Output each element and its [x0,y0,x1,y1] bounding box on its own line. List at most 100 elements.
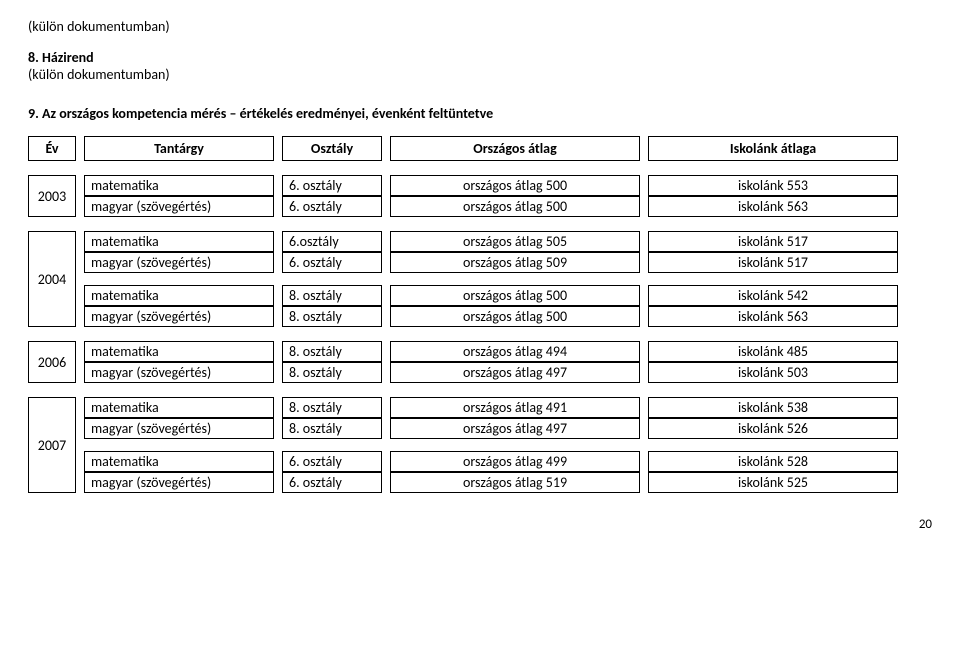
table-cell: 8. osztály [282,285,382,306]
col-gap [274,418,282,439]
row-gap [390,161,640,175]
table-cell: magyar (szövegértés) [84,306,274,327]
row-gap [648,217,898,231]
row-gap [274,327,282,341]
col-gap [274,175,282,196]
heading-9: 9. Az országos kompetencia mérés – érték… [28,105,932,122]
table-cell: 6. osztály [282,451,382,472]
row-gap [640,439,648,451]
col-header-subject: Tantárgy [84,136,274,161]
table-cell: 8. osztály [282,397,382,418]
year-cell: 2003 [28,175,76,217]
table-cell: matematika [84,341,274,362]
table-cell: matematika [84,451,274,472]
row-gap [84,273,274,285]
col-gap [274,362,282,383]
col-gap [382,362,390,383]
row-gap [274,217,282,231]
col-gap [382,285,390,306]
col-gap [76,231,84,327]
table-cell: 8. osztály [282,341,382,362]
col-gap [274,341,282,362]
table-cell: országos átlag 500 [390,196,640,217]
col-gap [76,136,84,161]
col-gap [640,418,648,439]
row-gap [28,327,76,341]
table-cell: 6. osztály [282,196,382,217]
table-cell: országos átlag 500 [390,306,640,327]
table-cell: 6. osztály [282,252,382,273]
row-gap [382,273,390,285]
row-gap [648,439,898,451]
col-gap [640,341,648,362]
col-gap [382,472,390,493]
heading-8: 8. Házirend [28,49,932,66]
row-gap [382,327,390,341]
row-gap [76,217,84,231]
col-gap [274,306,282,327]
col-gap [274,196,282,217]
table-cell: iskolánk 517 [648,231,898,252]
table-cell: matematika [84,397,274,418]
col-gap [640,252,648,273]
table-cell: országos átlag 519 [390,472,640,493]
col-header-school: Iskolánk átlaga [648,136,898,161]
row-gap [76,161,84,175]
row-gap [274,161,282,175]
col-gap [382,252,390,273]
table-cell: iskolánk 517 [648,252,898,273]
table-cell: magyar (szövegértés) [84,362,274,383]
col-gap [274,231,282,252]
table-cell: 6.osztály [282,231,382,252]
col-header-national: Országos átlag [390,136,640,161]
col-gap [640,285,648,306]
col-header-grade: Osztály [282,136,382,161]
table-cell: magyar (szövegértés) [84,418,274,439]
row-gap [282,161,382,175]
table-cell: iskolánk 542 [648,285,898,306]
col-gap [274,136,282,161]
row-gap [282,439,382,451]
col-gap [382,136,390,161]
row-gap [390,217,640,231]
table-cell: országos átlag 500 [390,175,640,196]
col-gap [382,175,390,196]
year-cell: 2006 [28,341,76,383]
col-gap [382,418,390,439]
row-gap [390,383,640,397]
col-gap [274,472,282,493]
table-cell: iskolánk 526 [648,418,898,439]
table-cell: 8. osztály [282,306,382,327]
table-cell: országos átlag 497 [390,362,640,383]
table-cell: iskolánk 553 [648,175,898,196]
table-cell: matematika [84,285,274,306]
year-cell: 2004 [28,231,76,327]
col-gap [640,175,648,196]
row-gap [76,327,84,341]
page-number: 20 [28,517,932,532]
table-cell: iskolánk 538 [648,397,898,418]
row-gap [382,383,390,397]
table-cell: magyar (szövegértés) [84,252,274,273]
col-gap [640,397,648,418]
row-gap [274,273,282,285]
col-gap [640,472,648,493]
row-gap [28,383,76,397]
table-cell: országos átlag 497 [390,418,640,439]
row-gap [274,383,282,397]
row-gap [282,327,382,341]
table-cell: iskolánk 503 [648,362,898,383]
col-gap [640,136,648,161]
row-gap [84,217,274,231]
row-gap [640,161,648,175]
col-gap [382,397,390,418]
row-gap [648,383,898,397]
results-table: Év Tantárgy Osztály Országos átlag Iskol… [28,136,932,493]
row-gap [282,383,382,397]
row-gap [282,217,382,231]
row-gap [382,217,390,231]
row-gap [76,383,84,397]
table-cell: országos átlag 499 [390,451,640,472]
col-gap [640,306,648,327]
row-gap [28,161,76,175]
